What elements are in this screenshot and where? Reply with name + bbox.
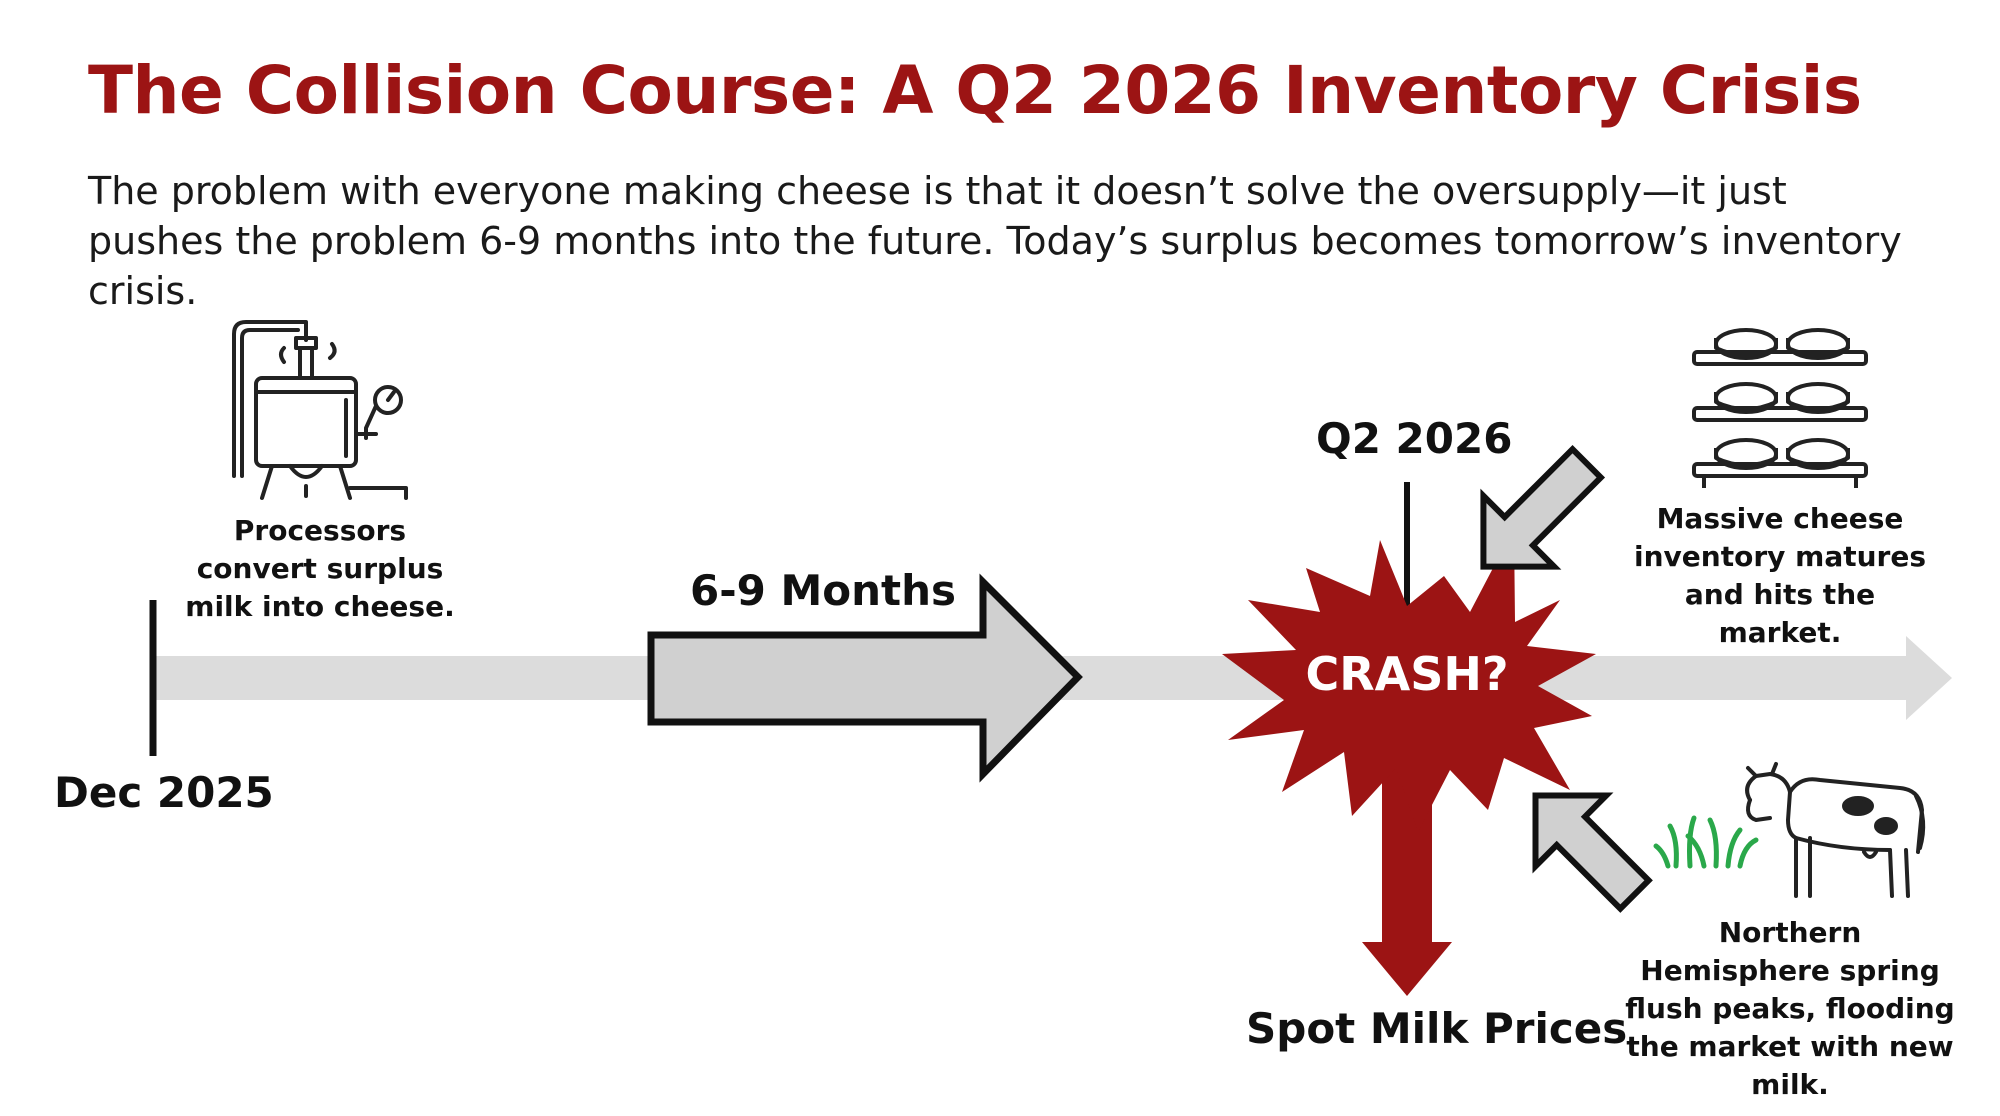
start-date-label: Dec 2025 <box>54 768 274 817</box>
event-date-label: Q2 2026 <box>1316 414 1513 463</box>
spot-milk-prices-label: Spot Milk Prices <box>1246 1004 1628 1053</box>
inventory-note: Massive cheese inventory matures and hit… <box>1634 502 1926 649</box>
spring-flush-note: Northern Hemisphere spring flush peaks, … <box>1625 916 1955 1101</box>
duration-label: 6-9 Months <box>690 566 957 615</box>
crash-label: CRASH? <box>1305 647 1508 701</box>
milk-processing-vat-icon <box>232 320 408 500</box>
cheese-wheel-shelves-icon <box>1692 328 1868 488</box>
page-title: The Collision Course: A Q2 2026 Inventor… <box>88 52 1862 129</box>
duration-arrow <box>647 573 1083 783</box>
crash-starburst <box>1222 528 1596 832</box>
milk-flush-arrow <box>1532 792 1653 913</box>
processors-note: Processors convert surplus milk into che… <box>185 514 455 623</box>
grass-icon <box>1653 815 1759 869</box>
inventory-arrow <box>1480 444 1606 570</box>
page-subtitle: The problem with everyone making cheese … <box>88 169 1902 313</box>
dairy-cow-icon <box>1745 762 1926 898</box>
